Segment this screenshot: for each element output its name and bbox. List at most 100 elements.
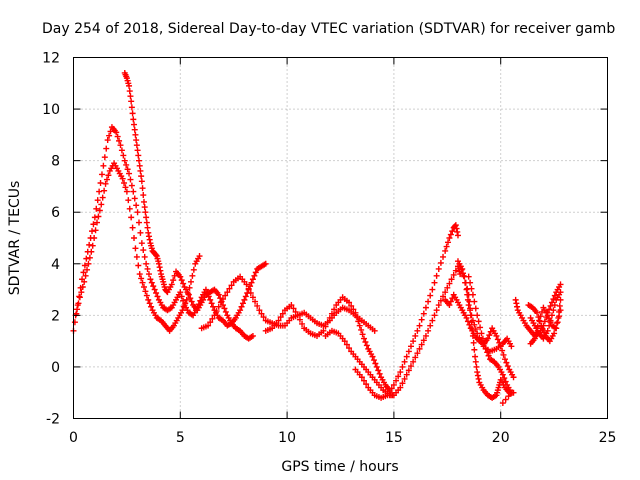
data-point <box>376 370 383 377</box>
data-point <box>471 321 478 328</box>
data-point <box>472 326 479 333</box>
y-tick-label: -2 <box>46 412 60 428</box>
data-point <box>435 302 442 309</box>
data-point <box>499 371 506 378</box>
data-point <box>448 276 455 283</box>
series-track-e <box>262 294 393 394</box>
data-point <box>187 295 194 302</box>
data-point <box>256 307 263 314</box>
data-point <box>131 235 138 241</box>
data-point <box>437 259 444 266</box>
data-point <box>143 292 150 299</box>
data-point <box>140 198 147 205</box>
x-tick-label: 25 <box>599 430 617 446</box>
series-track-k <box>454 258 515 355</box>
data-point <box>469 317 476 324</box>
data-point <box>478 339 485 346</box>
x-tick-label: 15 <box>385 430 403 446</box>
data-point <box>91 214 98 221</box>
data-point <box>140 192 147 199</box>
data-point <box>134 209 141 216</box>
data-point <box>425 298 432 305</box>
data-point <box>429 286 436 293</box>
data-point <box>99 194 106 201</box>
data-point <box>539 326 546 333</box>
data-point <box>397 369 404 376</box>
data-point <box>88 248 95 255</box>
data-point <box>348 302 355 309</box>
data-point <box>375 367 382 374</box>
data-point <box>471 346 478 353</box>
data-point <box>128 98 135 105</box>
data-point <box>412 332 419 339</box>
data-point <box>454 232 461 239</box>
data-point <box>553 320 560 327</box>
data-point <box>557 307 564 314</box>
data-point <box>132 245 139 252</box>
data-point <box>485 352 492 359</box>
y-tick-label: 10 <box>42 102 60 118</box>
data-point <box>464 296 471 303</box>
x-tick-label: 10 <box>278 430 296 446</box>
data-point <box>241 296 248 303</box>
data-point <box>138 275 145 282</box>
data-point <box>279 310 286 317</box>
data-point <box>139 185 146 192</box>
data-point <box>442 289 449 296</box>
data-point <box>91 235 98 241</box>
data-point <box>126 88 133 95</box>
data-point <box>208 300 215 307</box>
data-point <box>98 201 105 208</box>
series-track-a <box>70 124 269 334</box>
data-point <box>168 281 175 288</box>
data-point <box>221 305 228 312</box>
data-point <box>122 184 129 191</box>
data-point <box>418 316 425 323</box>
data-point <box>296 316 303 323</box>
data-point <box>427 322 434 329</box>
data-point <box>557 289 564 296</box>
data-point <box>116 137 123 144</box>
data-point <box>249 294 256 301</box>
data-point <box>140 247 147 254</box>
ticks <box>73 57 608 419</box>
data-point <box>242 293 249 300</box>
data-point <box>71 319 78 326</box>
data-point <box>531 335 538 342</box>
data-point <box>356 322 363 329</box>
series-track-g <box>352 222 461 401</box>
data-point <box>177 273 184 280</box>
data-point <box>534 323 541 330</box>
data-point <box>373 363 380 370</box>
data-point <box>121 157 128 164</box>
data-point <box>469 291 476 298</box>
data-point <box>474 330 481 337</box>
data-point <box>86 241 93 248</box>
data-point <box>502 396 509 403</box>
data-point <box>475 375 482 382</box>
data-point <box>299 320 306 327</box>
data-point <box>138 178 145 185</box>
data-point <box>226 285 233 292</box>
data-point <box>134 147 141 154</box>
data-point <box>252 298 259 305</box>
y-axis-label: SDTVAR / TECUs <box>7 181 23 296</box>
data-point <box>403 371 410 378</box>
data-point <box>395 373 402 380</box>
data-point <box>513 300 520 307</box>
data-point <box>502 378 509 385</box>
data-point <box>452 222 459 229</box>
data-point <box>80 269 87 276</box>
data-point <box>358 374 365 381</box>
data-point <box>405 348 412 355</box>
data-point <box>207 296 214 303</box>
data-point <box>137 229 144 236</box>
data-point <box>486 332 493 339</box>
data-point <box>239 300 246 307</box>
data-point <box>462 279 469 286</box>
data-point <box>554 319 561 326</box>
data-point <box>431 279 438 286</box>
data-point <box>121 179 128 186</box>
x-tick-labels: 0 5 10 15 20 25 <box>69 430 616 446</box>
